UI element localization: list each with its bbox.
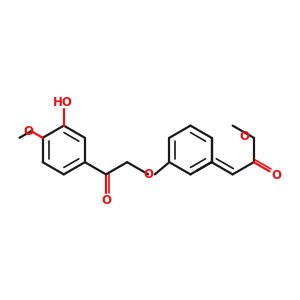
- Text: O: O: [271, 169, 281, 182]
- Text: O: O: [143, 168, 153, 181]
- Text: O: O: [240, 130, 250, 143]
- Text: HO: HO: [52, 95, 72, 109]
- Text: O: O: [101, 194, 111, 207]
- Text: O: O: [24, 124, 34, 138]
